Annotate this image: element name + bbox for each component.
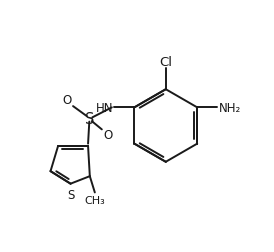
Text: Cl: Cl: [159, 56, 172, 69]
Text: O: O: [62, 94, 72, 107]
Text: CH₃: CH₃: [84, 195, 105, 205]
Text: O: O: [104, 129, 113, 142]
Text: S: S: [85, 112, 94, 127]
Text: S: S: [67, 188, 74, 201]
Text: NH₂: NH₂: [218, 102, 241, 114]
Text: HN: HN: [96, 102, 113, 114]
